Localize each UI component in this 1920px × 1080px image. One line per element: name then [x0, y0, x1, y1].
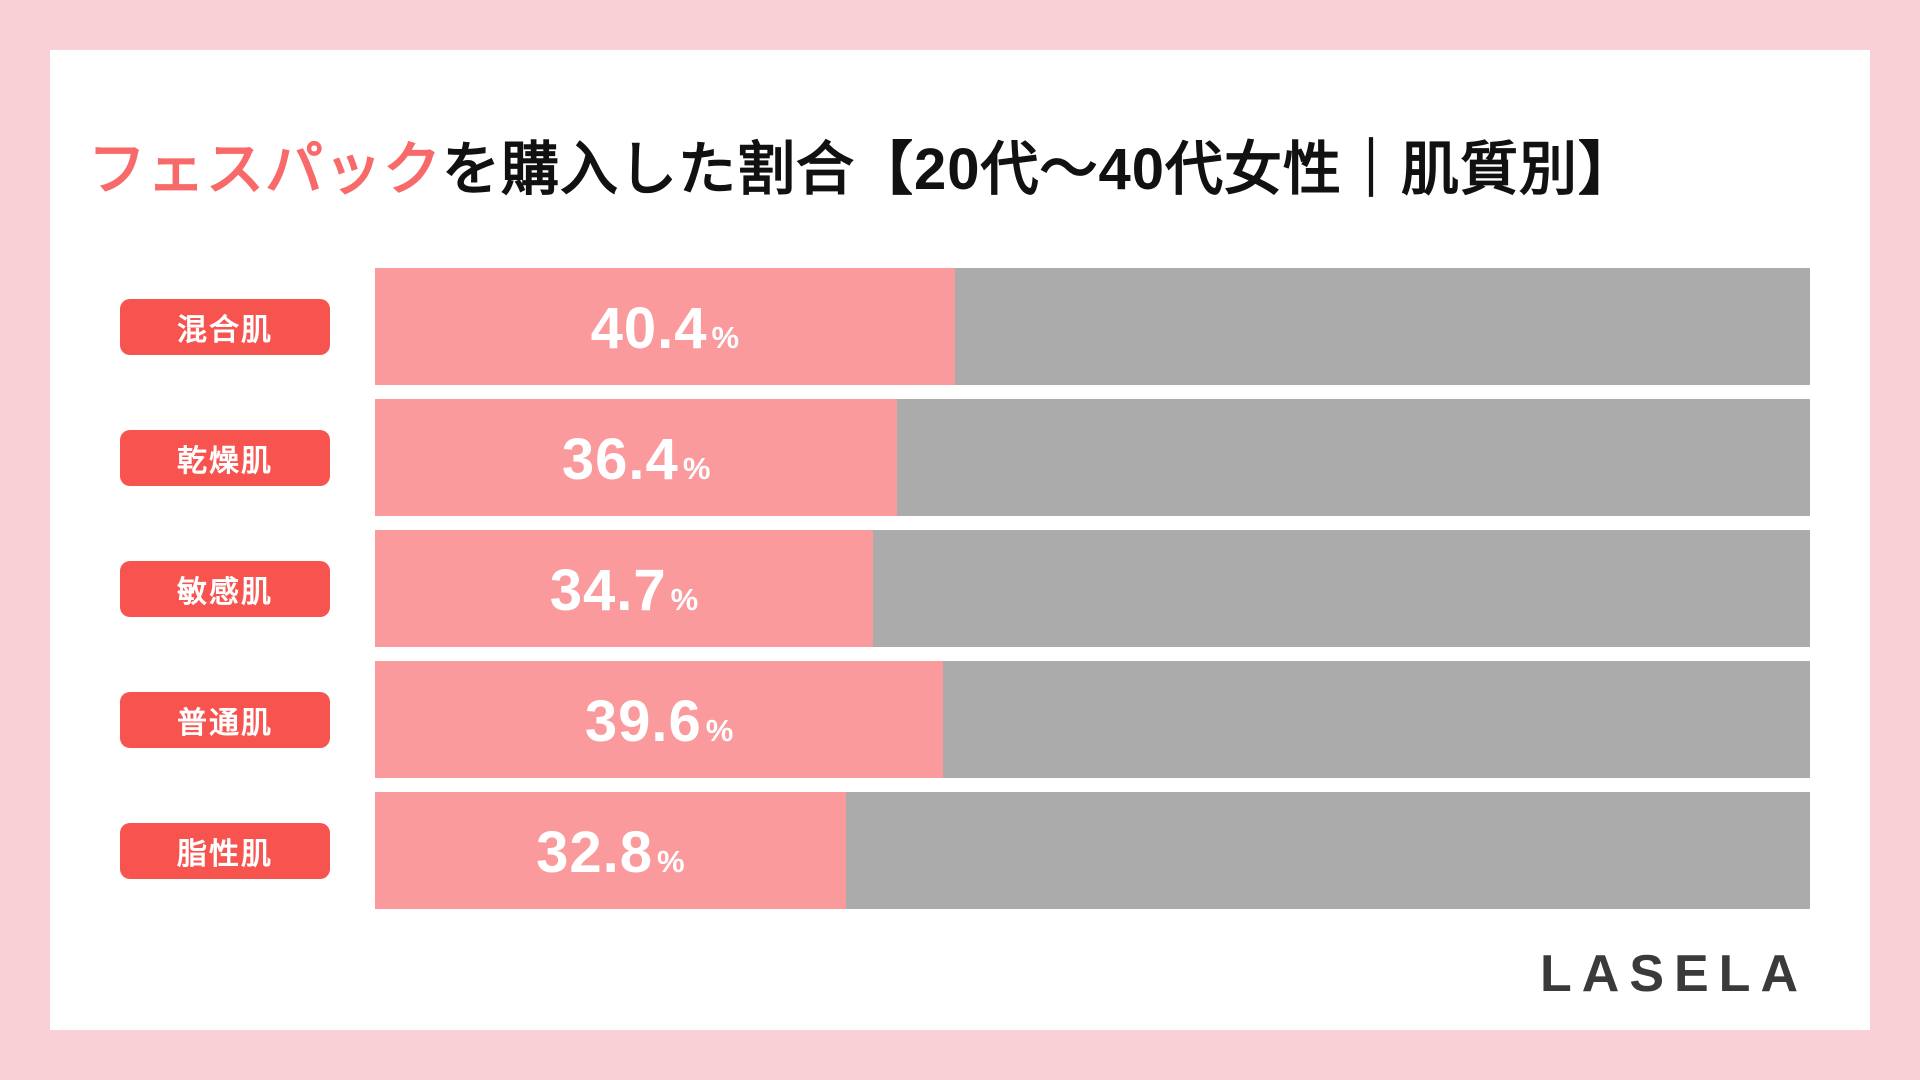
chart-row: 乾燥肌 36.4 % — [50, 399, 1870, 516]
bar-track: 39.6 % — [375, 661, 1810, 778]
brand-logo: LASELA — [1540, 945, 1808, 1003]
chart-row: 脂性肌 32.8 % — [50, 792, 1870, 909]
bar-value-percent-sign: % — [670, 581, 699, 617]
bar-value: 36.4 % — [561, 426, 711, 492]
bar-track: 34.7 % — [375, 530, 1810, 647]
bar-fill: 39.6 % — [375, 661, 944, 778]
bar-value-number: 39.6 — [584, 688, 702, 754]
bar-fill: 34.7 % — [375, 530, 873, 647]
chart-row: 普通肌 39.6 % — [50, 661, 1870, 778]
bar-value-number: 40.4 — [590, 295, 708, 361]
bar-value: 32.8 % — [536, 819, 685, 885]
chart-row: 敏感肌 34.7 % — [50, 530, 1870, 647]
bar-value-percent-sign: % — [711, 319, 740, 355]
bar-value-percent-sign: % — [682, 450, 711, 486]
skin-type-label: 普通肌 — [120, 691, 330, 748]
bar-fill: 40.4 % — [375, 268, 955, 385]
bar-value-percent-sign: % — [705, 712, 734, 748]
bar-value-number: 36.4 — [561, 426, 679, 492]
page-title: フェスパックを購入した割合【20代～40代女性｜肌質別】 — [88, 122, 1637, 206]
bar-fill: 32.8 % — [375, 792, 846, 909]
chart-card: フェスパックを購入した割合【20代～40代女性｜肌質別】 混合肌 40.4 % … — [50, 50, 1870, 1030]
bar-value: 34.7 % — [549, 557, 699, 623]
skin-type-label: 敏感肌 — [120, 560, 330, 617]
skin-type-label: 乾燥肌 — [120, 429, 330, 486]
bar-fill: 36.4 % — [375, 399, 898, 516]
bar-value-number: 32.8 — [536, 819, 653, 885]
bar-value: 40.4 % — [590, 295, 740, 361]
skin-type-label: 混合肌 — [120, 298, 330, 355]
bar-value-number: 34.7 — [549, 557, 667, 623]
bar-chart: 混合肌 40.4 % 乾燥肌 36.4 % 敏感肌 — [50, 268, 1870, 923]
page-title-accent: フェスパック — [88, 137, 443, 202]
page-title-rest: を購入した割合【20代～40代女性｜肌質別】 — [442, 137, 1638, 202]
bar-track: 36.4 % — [375, 399, 1810, 516]
chart-row: 混合肌 40.4 % — [50, 268, 1870, 385]
bar-value: 39.6 % — [584, 688, 734, 754]
bar-track: 40.4 % — [375, 268, 1810, 385]
bar-value-percent-sign: % — [656, 843, 685, 879]
chart-rows: 混合肌 40.4 % 乾燥肌 36.4 % 敏感肌 — [50, 268, 1870, 909]
skin-type-label: 脂性肌 — [120, 822, 330, 879]
bar-track: 32.8 % — [375, 792, 1810, 909]
